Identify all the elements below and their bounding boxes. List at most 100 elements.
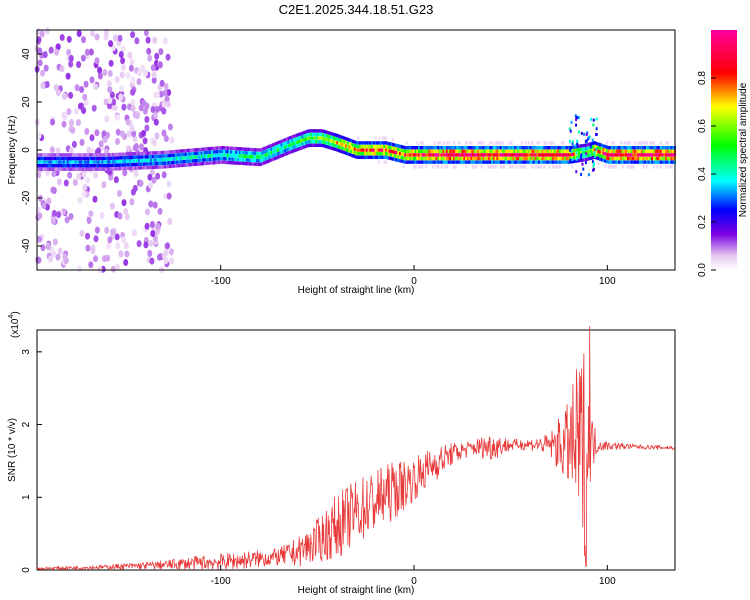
- spectrogram-ridge-cell: [132, 166, 135, 170]
- spectrogram-ridge-cell: [153, 151, 156, 155]
- spectrogram-ridge-cell: [195, 148, 198, 152]
- spectrogram-ridge-cell: [392, 150, 395, 154]
- spectrogram-ridge-cell: [527, 153, 530, 157]
- spectrogram-ridge-cell: [341, 146, 344, 150]
- spectrogram-ridge-cell: [482, 160, 485, 164]
- spectrogram-ridge-cell: [45, 167, 48, 171]
- spectrogram-ridge-cell: [54, 160, 57, 164]
- spectrogram-ridge-cell: [458, 153, 461, 157]
- spectrogram-ridge-cell: [52, 160, 55, 164]
- spectrogram-ridge-cell: [37, 156, 40, 161]
- spectrogram-ridge-cell: [644, 149, 647, 153]
- spectrogram-ridge-cell: [318, 140, 322, 144]
- spectrogram-ridge-cell: [618, 156, 621, 161]
- spectrogram-ridge-cell: [494, 165, 497, 169]
- spectrogram-burst-cell: [591, 138, 594, 142]
- spectrogram-ridge-cell: [183, 149, 186, 153]
- spectrogram-noise-cell: [99, 212, 105, 220]
- spectrogram-ridge-cell: [153, 154, 156, 159]
- spectrogram-noise-cell: [114, 75, 120, 83]
- spectrogram-ridge-cell: [581, 147, 584, 151]
- spectrogram-noise-cell: [50, 118, 55, 126]
- spectrogram-ridge-cell: [329, 135, 332, 139]
- spectrogram-ridge-cell: [264, 146, 268, 150]
- spectrogram-ridge-cell: [346, 148, 349, 152]
- spectrogram-noise-cell: [114, 263, 120, 271]
- spectrogram-ridge-cell: [42, 160, 45, 164]
- spectrogram-ridge-cell: [245, 158, 248, 162]
- spectrogram-ridge-cell: [646, 149, 649, 153]
- spectrogram-ridge-cell: [614, 153, 617, 157]
- spectrogram-noise-cell: [127, 51, 133, 59]
- spectrogram-ridge-cell: [70, 156, 73, 161]
- spectrogram-ridge-cell: [296, 137, 299, 141]
- spectrogram-ridge-cell: [623, 153, 626, 157]
- spectrogram-noise-cell: [69, 119, 74, 127]
- spectrogram-ridge-cell: [510, 160, 513, 164]
- spectrogram-ridge-cell: [419, 141, 422, 145]
- spectrogram-ridge-cell: [444, 153, 447, 157]
- spectrogram-ridge-cell: [510, 146, 513, 150]
- spectrogram-ridge-cell: [242, 161, 245, 166]
- spectrogram-ridge-cell: [479, 153, 482, 157]
- spectrogram-ridge-cell: [616, 153, 619, 157]
- spectrogram-ridge-cell: [546, 160, 549, 164]
- spectrogram-ridge-cell: [668, 149, 671, 153]
- snr-x-tick-label: 0: [411, 576, 417, 587]
- spectrogram-ridge-cell: [552, 146, 555, 150]
- spectrogram-ridge-cell: [449, 156, 452, 161]
- spectrogram-ridge-cell: [407, 146, 410, 150]
- spectrogram-ridge-cell: [642, 141, 645, 145]
- spectrogram-burst-cell: [575, 123, 577, 127]
- spectrogram-ridge-cell: [604, 152, 607, 156]
- spectrogram-ridge-cell: [658, 146, 661, 150]
- spectrogram-burst-cell: [595, 127, 598, 131]
- spectrogram-ridge-cell: [343, 150, 346, 155]
- spectrogram-ridge-cell: [440, 146, 443, 150]
- spectrogram-ridge-cell: [552, 160, 555, 164]
- spectrogram-ridge-cell: [465, 149, 468, 153]
- spectrogram-ridge-cell: [292, 149, 295, 153]
- spectrogram-ridge-cell: [158, 161, 161, 166]
- spectrogram-ridge-cell: [398, 144, 402, 149]
- spectrogram-ridge-cell: [430, 153, 433, 157]
- spectrogram-ridge-cell: [259, 148, 262, 152]
- spectrogram-ridge-cell: [277, 151, 280, 156]
- spectrogram-ridge-cell: [298, 136, 301, 140]
- spectrogram-noise-cell: [79, 86, 85, 93]
- spectrogram-ridge-cell: [73, 156, 76, 161]
- spectrogram-ridge-cell: [567, 160, 570, 164]
- spectrogram-noise-cell: [125, 118, 131, 126]
- spectrogram-noise-cell: [36, 132, 42, 140]
- spectrogram-ridge-cell: [472, 165, 475, 169]
- spectrogram-ridge-cell: [637, 149, 640, 153]
- spectrogram-ridge-cell: [473, 160, 476, 164]
- spectrogram-ridge-cell: [614, 146, 617, 150]
- spectrogram-ridge-cell: [63, 160, 66, 164]
- spectrogram-ridge-cell: [452, 165, 456, 169]
- spectrogram-ridge-cell: [77, 153, 80, 157]
- spectrogram-ridge-cell: [339, 142, 342, 146]
- spectrogram-ridge-cell: [299, 132, 302, 136]
- spectrogram-ridge-cell: [308, 132, 311, 137]
- spectrogram-ridge-cell: [468, 146, 471, 150]
- spectrogram-ridge-cell: [578, 155, 581, 159]
- spectrogram-ridge-cell: [611, 160, 614, 164]
- spectrogram-ridge-cell: [207, 161, 210, 165]
- spectrogram-ridge-cell: [661, 146, 664, 150]
- spectrogram-ridge-cell: [463, 146, 466, 150]
- spectrogram-ridge-cell: [487, 160, 490, 164]
- spectrogram-noise-cell: [88, 48, 94, 56]
- spectrogram-ridge-cell: [465, 146, 468, 150]
- spectrogram-ridge-cell: [647, 146, 650, 150]
- spectrogram-noise-cell: [94, 226, 100, 234]
- spectrogram-ridge-cell: [251, 162, 254, 166]
- spectrogram-ridge-cell: [498, 156, 501, 161]
- spectrogram-noise-cell: [45, 27, 50, 35]
- spectrogram-ridge-cell: [289, 143, 292, 147]
- spectrogram-ridge-cell: [550, 156, 553, 161]
- spectrogram-ridge-cell: [94, 160, 97, 164]
- spectrogram-ridge-cell: [357, 141, 360, 145]
- spectrogram-ridge-cell: [606, 145, 609, 149]
